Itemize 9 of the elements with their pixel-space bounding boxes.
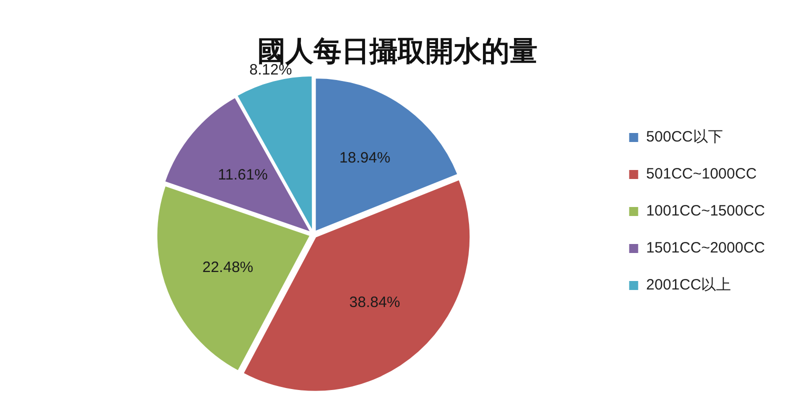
data-label: 11.61%	[218, 166, 268, 184]
data-label: 38.84%	[349, 294, 400, 311]
data-label: 18.94%	[339, 149, 390, 166]
legend-label: 1501CC~2000CC	[646, 240, 766, 257]
legend-label: 1001CC~1500CC	[646, 202, 766, 220]
legend-label: 2001CC以上	[646, 276, 732, 294]
data-label: 22.48%	[202, 259, 254, 276]
legend-label: 501CC~1000CC	[646, 166, 757, 183]
legend-label: 500CC以下	[646, 128, 723, 146]
